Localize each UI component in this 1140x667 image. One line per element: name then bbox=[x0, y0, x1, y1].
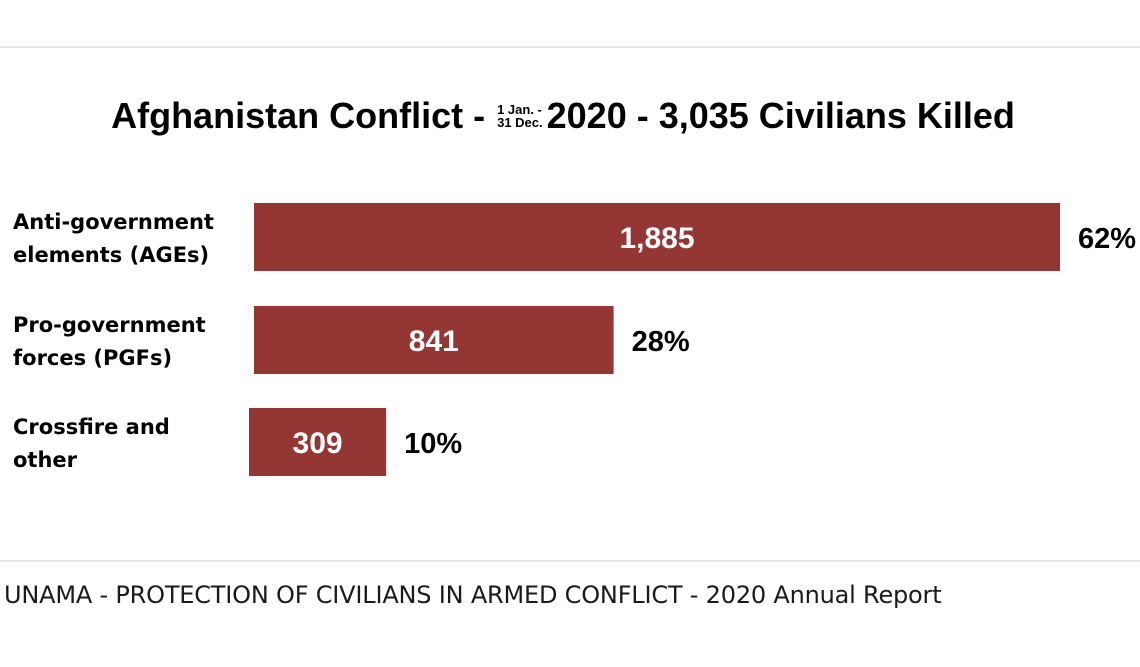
category-label: Crossfire and bbox=[13, 415, 170, 439]
bar bbox=[254, 203, 1060, 271]
bar bbox=[249, 408, 387, 476]
percent-label: 28% bbox=[632, 326, 690, 358]
category-label: forces (PGFs) bbox=[13, 346, 172, 370]
bottom-divider bbox=[0, 560, 1140, 562]
title-period: 1 Jan. -31 Dec. bbox=[497, 103, 543, 129]
category-label: Pro-government bbox=[13, 313, 206, 337]
top-divider bbox=[0, 46, 1140, 48]
title-period-line2: 31 Dec. bbox=[497, 115, 543, 131]
chart-title: Afghanistan Conflict - 1 Jan. -31 Dec. 20… bbox=[0, 92, 1126, 140]
category-label: Anti-government bbox=[13, 210, 214, 234]
title-prefix: Afghanistan Conflict - bbox=[111, 95, 486, 136]
data-label: 309 bbox=[293, 427, 343, 460]
percent-label: 10% bbox=[404, 428, 462, 460]
data-label: 1,885 bbox=[619, 222, 694, 255]
bar bbox=[254, 306, 614, 374]
data-label: 841 bbox=[409, 325, 459, 358]
bar-chart: Anti-government elements (AGEs) 1,885 62% Pr… bbox=[13, 203, 1136, 476]
percent-label: 62% bbox=[1078, 223, 1136, 255]
title-period-line1: 1 Jan. - bbox=[497, 102, 542, 118]
category-label: other bbox=[13, 448, 78, 472]
report-footer: UNAMA - PROTECTION OF CIVILIANS IN ARMED… bbox=[4, 581, 942, 609]
category-label: elements (AGEs) bbox=[13, 243, 209, 267]
title-suffix: 2020 - 3,035 Civilians Killed bbox=[546, 95, 1015, 136]
